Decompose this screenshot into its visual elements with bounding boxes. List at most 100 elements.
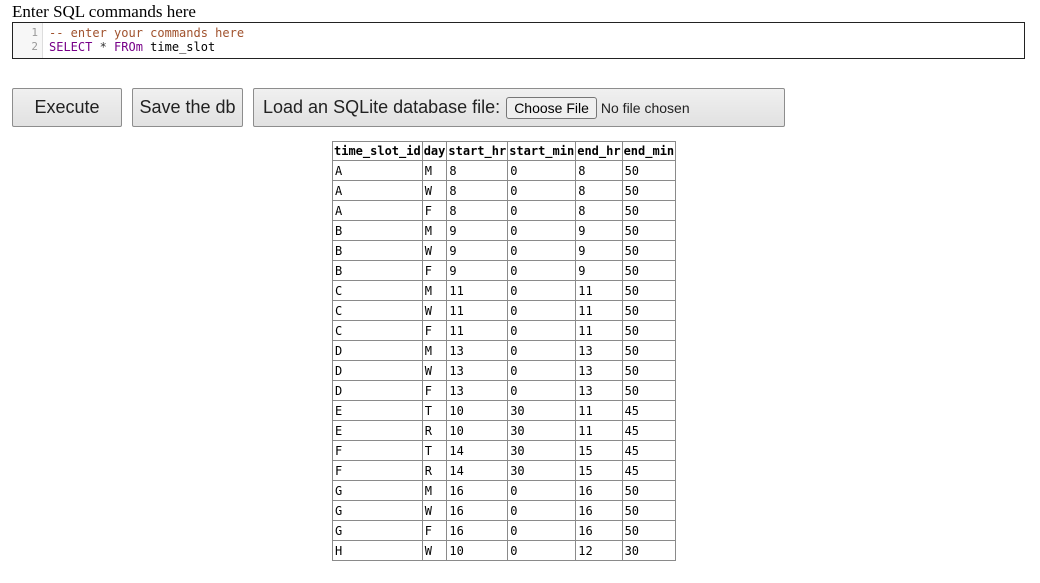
save-db-button[interactable]: Save the db xyxy=(132,88,243,127)
table-cell: 0 xyxy=(507,180,577,201)
table-cell: 14 xyxy=(446,440,509,461)
table-cell: 14 xyxy=(446,460,509,481)
table-cell: F xyxy=(332,460,423,481)
table-cell: 50 xyxy=(621,220,677,241)
table-cell: 13 xyxy=(575,360,623,381)
table-cell: M xyxy=(421,480,448,501)
table-cell: 50 xyxy=(621,340,677,361)
table-cell: 12 xyxy=(575,540,623,561)
table-cell: W xyxy=(421,300,448,321)
table-cell: 50 xyxy=(621,520,677,541)
table-cell: 50 xyxy=(621,480,677,501)
execute-button[interactable]: Execute xyxy=(12,88,122,127)
table-row: B F 9 0 9 50 xyxy=(332,260,677,281)
table-cell: 10 xyxy=(446,420,509,441)
line-number-gutter: 1 2 xyxy=(13,23,43,58)
table-cell: 11 xyxy=(575,280,623,301)
column-header: start_min xyxy=(507,141,577,161)
table-cell: C xyxy=(332,280,423,301)
table-cell: C xyxy=(332,300,423,321)
table-cell: A xyxy=(332,200,423,221)
table-row: D F 13 0 13 50 xyxy=(332,380,677,401)
table-cell: 11 xyxy=(575,320,623,341)
line-number: 1 xyxy=(31,26,38,39)
table-cell: 9 xyxy=(575,220,623,241)
page-title: Enter SQL commands here xyxy=(12,2,196,21)
table-cell: 45 xyxy=(621,400,677,421)
table-cell: 11 xyxy=(446,320,509,341)
table-cell: 0 xyxy=(507,280,577,301)
table-row: G M 16 0 16 50 xyxy=(332,480,677,501)
table-cell: 30 xyxy=(507,420,577,441)
table-cell: 50 xyxy=(621,360,677,381)
sql-editor[interactable]: 1 2 -- enter your commands here SELECT *… xyxy=(12,22,1025,59)
table-cell: 50 xyxy=(621,280,677,301)
table-cell: 50 xyxy=(621,160,677,181)
table-cell: 8 xyxy=(446,160,509,181)
table-row: E T 10 30 11 45 xyxy=(332,400,677,421)
table-cell: B xyxy=(332,220,423,241)
table-cell: 50 xyxy=(621,180,677,201)
table-cell: 9 xyxy=(446,220,509,241)
table-row: B W 9 0 9 50 xyxy=(332,240,677,261)
table-row: D W 13 0 13 50 xyxy=(332,360,677,381)
table-cell: W xyxy=(421,540,448,561)
table-cell: 50 xyxy=(621,240,677,261)
table-cell: 9 xyxy=(575,260,623,281)
table-cell: 16 xyxy=(446,500,509,521)
sql-keyword: SELECT xyxy=(49,40,93,54)
table-cell: 11 xyxy=(575,400,623,421)
table-cell: 0 xyxy=(507,540,577,561)
sql-table-name: time_slot xyxy=(142,40,216,54)
table-cell: 16 xyxy=(575,500,623,521)
load-db-label: Load an SQLite database file: xyxy=(263,97,501,117)
table-cell: 30 xyxy=(507,440,577,461)
table-cell: 11 xyxy=(446,280,509,301)
table-cell: 16 xyxy=(575,480,623,501)
table-row: C W 11 0 11 50 xyxy=(332,300,677,321)
table-cell: R xyxy=(421,460,448,481)
table-cell: 11 xyxy=(575,300,623,321)
table-cell: 0 xyxy=(507,260,577,281)
table-cell: E xyxy=(332,420,423,441)
table-cell: D xyxy=(332,340,423,361)
table-cell: T xyxy=(421,440,448,461)
table-cell: F xyxy=(421,200,448,221)
choose-file-button[interactable]: Choose File xyxy=(506,96,597,119)
table-cell: 9 xyxy=(575,240,623,261)
table-cell: W xyxy=(421,500,448,521)
table-cell: 8 xyxy=(446,200,509,221)
table-cell: 30 xyxy=(621,540,677,561)
table-cell: 0 xyxy=(507,520,577,541)
table-cell: H xyxy=(332,540,423,561)
table-cell: 13 xyxy=(446,360,509,381)
table-cell: 13 xyxy=(446,340,509,361)
table-cell: 11 xyxy=(575,420,623,441)
table-cell: M xyxy=(421,280,448,301)
table-cell: 50 xyxy=(621,380,677,401)
table-cell: 15 xyxy=(575,440,623,461)
table-cell: 13 xyxy=(446,380,509,401)
table-row: C F 11 0 11 50 xyxy=(332,320,677,341)
table-cell: E xyxy=(332,400,423,421)
table-cell: W xyxy=(421,180,448,201)
column-header: day xyxy=(421,141,448,161)
sql-keyword: FROm xyxy=(114,40,143,54)
load-db-button[interactable]: Load an SQLite database file: Choose Fil… xyxy=(253,88,785,127)
table-cell: 50 xyxy=(621,300,677,321)
table-cell: G xyxy=(332,500,423,521)
table-row: F T 14 30 15 45 xyxy=(332,440,677,461)
table-row: B M 9 0 9 50 xyxy=(332,220,677,241)
table-cell: 16 xyxy=(575,520,623,541)
table-cell: 16 xyxy=(446,480,509,501)
table-cell: 16 xyxy=(446,520,509,541)
column-header: time_slot_id xyxy=(332,141,423,161)
table-cell: 45 xyxy=(621,460,677,481)
table-cell: 0 xyxy=(507,480,577,501)
table-cell: A xyxy=(332,180,423,201)
table-cell: G xyxy=(332,520,423,541)
table-row: E R 10 30 11 45 xyxy=(332,420,677,441)
table-cell: B xyxy=(332,260,423,281)
table-row: F R 14 30 15 45 xyxy=(332,460,677,481)
table-cell: F xyxy=(332,440,423,461)
